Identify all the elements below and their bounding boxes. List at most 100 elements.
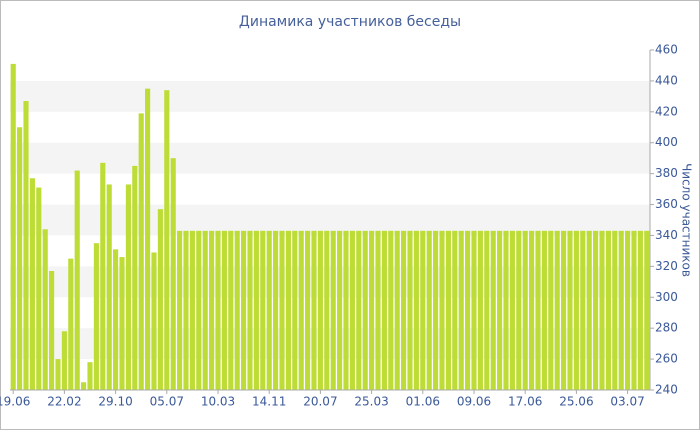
y-tick-label: 240 <box>655 383 678 397</box>
bar <box>74 170 80 390</box>
x-tick-label: 05.07 <box>150 395 184 409</box>
bar <box>81 382 87 390</box>
bar <box>119 257 125 390</box>
bar <box>221 230 227 390</box>
bar <box>509 230 515 390</box>
bar <box>375 230 381 390</box>
y-tick-label: 340 <box>655 228 678 242</box>
bar <box>522 230 528 390</box>
bar <box>337 230 343 390</box>
bar <box>599 230 605 390</box>
bar <box>401 230 407 390</box>
grid-band <box>10 80 650 112</box>
x-tick-label: 01.06 <box>406 395 440 409</box>
grid-band <box>10 328 650 360</box>
bar <box>349 230 355 390</box>
bar <box>388 230 394 390</box>
bar <box>36 187 42 390</box>
bar <box>535 230 541 390</box>
bar <box>132 165 138 390</box>
bar <box>356 230 362 390</box>
bar <box>305 230 311 390</box>
y-tick-label: 300 <box>655 290 678 304</box>
bar <box>567 230 573 390</box>
bar <box>311 230 317 390</box>
bar <box>618 230 624 390</box>
bar <box>541 230 547 390</box>
bar <box>87 362 93 390</box>
y-tick-label: 400 <box>655 135 678 149</box>
bar <box>362 230 368 390</box>
bar <box>247 230 253 390</box>
bar <box>548 230 554 390</box>
bar <box>183 230 189 390</box>
bar <box>394 230 400 390</box>
bar <box>170 158 176 390</box>
bar <box>100 162 106 390</box>
bar <box>266 230 272 390</box>
bar <box>317 230 323 390</box>
bar <box>209 230 215 390</box>
x-tick-label: 29.10 <box>98 395 132 409</box>
bar <box>465 230 471 390</box>
bar <box>426 230 432 390</box>
bar <box>445 230 451 390</box>
bar <box>637 230 643 390</box>
bar <box>164 90 170 390</box>
bar <box>503 230 509 390</box>
bar <box>68 258 74 390</box>
bar <box>241 230 247 390</box>
y-tick-label: 380 <box>655 166 678 180</box>
bar <box>343 230 349 390</box>
bar <box>631 230 637 390</box>
x-tick-label: 10.03 <box>201 395 235 409</box>
bar <box>612 230 618 390</box>
bar <box>433 230 439 390</box>
bar <box>330 230 336 390</box>
grid-band <box>10 266 650 298</box>
y-axis-label: Число участников <box>680 163 694 277</box>
bar <box>407 230 413 390</box>
bar <box>516 230 522 390</box>
bar <box>49 271 55 390</box>
bar <box>42 229 48 390</box>
bar <box>55 359 61 390</box>
bar <box>561 230 567 390</box>
bar <box>369 230 375 390</box>
bar <box>253 230 259 390</box>
bar <box>279 230 285 390</box>
y-tick-label: 440 <box>655 73 678 87</box>
bar <box>23 101 29 390</box>
grid-band <box>10 204 650 236</box>
x-tick-label: 25.03 <box>354 395 388 409</box>
bar <box>439 230 445 390</box>
bar <box>177 230 183 390</box>
bar <box>477 230 483 390</box>
bar <box>471 230 477 390</box>
bar <box>298 230 304 390</box>
bar <box>458 230 464 390</box>
y-tick-label: 320 <box>655 259 678 273</box>
bar <box>113 249 119 390</box>
x-tick-label: 14.11 <box>252 395 286 409</box>
bar <box>593 230 599 390</box>
bar <box>189 230 195 390</box>
bar <box>420 230 426 390</box>
bar <box>196 230 202 390</box>
x-tick-label: 22.02 <box>47 395 81 409</box>
bar <box>452 230 458 390</box>
y-tick-label: 360 <box>655 197 678 211</box>
bar <box>29 178 35 390</box>
bar <box>273 230 279 390</box>
x-tick-label: 25.06 <box>559 395 593 409</box>
chart-title: Динамика участников беседы <box>239 14 461 30</box>
x-tick-label: 09.06 <box>457 395 491 409</box>
bar <box>17 127 23 390</box>
y-tick-label: 460 <box>655 43 678 57</box>
bar <box>484 230 490 390</box>
bar <box>413 230 419 390</box>
bar <box>106 184 112 390</box>
bar <box>324 230 330 390</box>
